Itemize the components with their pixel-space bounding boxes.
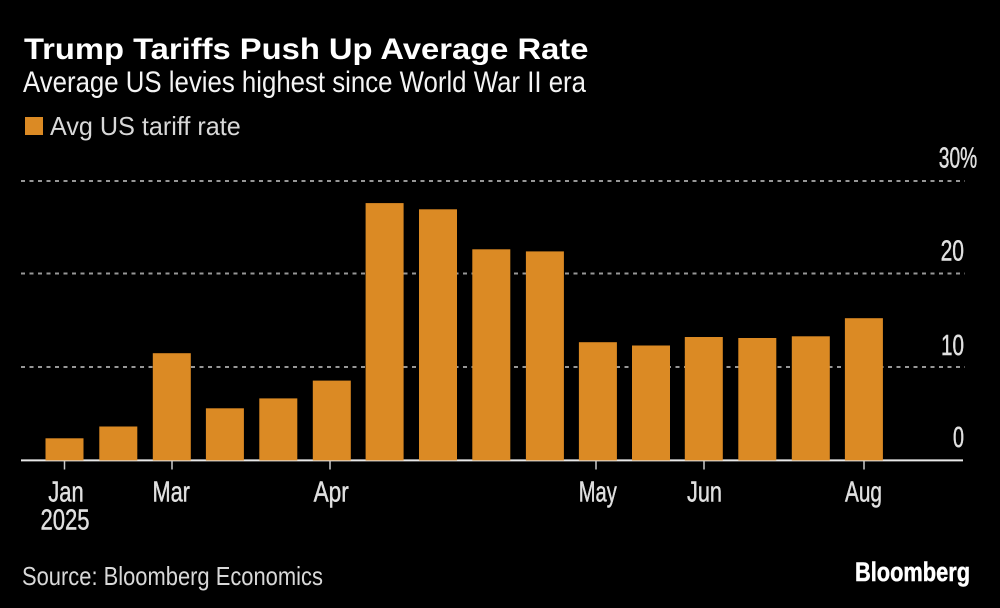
svg-text:May: May: [579, 476, 618, 508]
svg-text:Aug: Aug: [845, 476, 882, 508]
svg-text:20: 20: [941, 236, 964, 268]
svg-text:Jun: Jun: [687, 476, 722, 508]
svg-text:2025: 2025: [41, 505, 90, 537]
svg-text:Jan: Jan: [48, 476, 84, 508]
svg-text:Apr: Apr: [314, 476, 350, 508]
svg-text:Mar: Mar: [152, 476, 190, 508]
svg-text:10: 10: [941, 330, 964, 362]
svg-text:30%: 30%: [939, 143, 977, 175]
svg-text:0: 0: [953, 422, 964, 454]
